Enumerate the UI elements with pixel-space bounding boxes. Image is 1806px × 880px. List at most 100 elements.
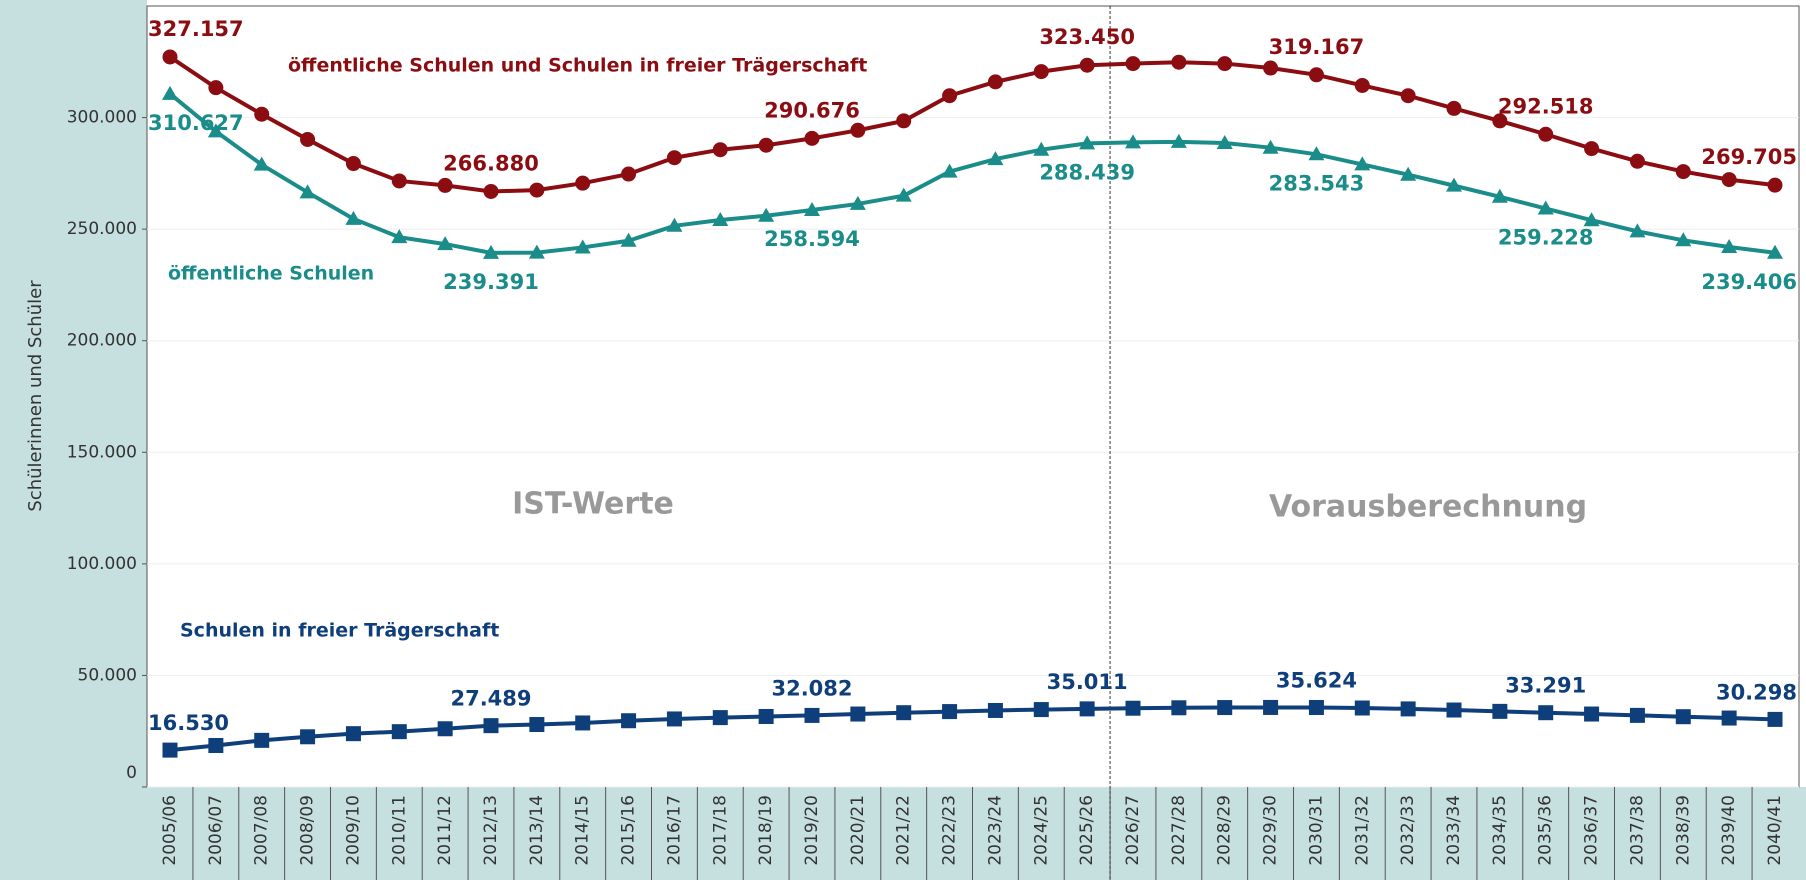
x-tick-label: 2031/32 xyxy=(1352,795,1372,866)
x-tick-label: 2024/25 xyxy=(1031,795,1051,866)
marker xyxy=(1400,701,1416,717)
marker xyxy=(1538,126,1554,142)
marker xyxy=(1721,172,1737,188)
data-label: 16.530 xyxy=(148,711,229,735)
data-label: 30.298 xyxy=(1716,680,1797,704)
marker xyxy=(1308,700,1324,716)
marker xyxy=(666,150,682,166)
marker xyxy=(712,710,728,726)
series-line xyxy=(168,55,1776,194)
marker xyxy=(1583,212,1600,227)
series-label: öffentliche Schulen und Schulen in freie… xyxy=(288,55,867,77)
x-tick-label: 2025/26 xyxy=(1077,795,1097,866)
x-tick-label: 2017/18 xyxy=(710,795,730,866)
marker xyxy=(849,195,866,210)
marker xyxy=(1675,232,1692,247)
x-tick-label: 2016/17 xyxy=(664,795,684,866)
marker xyxy=(1446,100,1462,116)
marker xyxy=(758,207,775,222)
marker xyxy=(804,707,820,723)
marker xyxy=(1767,244,1783,259)
bottom-panel xyxy=(147,787,1806,880)
marker xyxy=(1400,166,1417,181)
marker xyxy=(1721,238,1738,253)
marker xyxy=(1629,707,1645,723)
data-label: 35.011 xyxy=(1047,670,1128,694)
plot-area xyxy=(146,5,1800,788)
marker xyxy=(1675,164,1691,180)
data-label: 266.880 xyxy=(443,151,539,175)
x-tick-label: 2033/34 xyxy=(1444,795,1464,866)
marker xyxy=(1079,135,1096,150)
marker xyxy=(1354,77,1370,93)
marker xyxy=(1079,57,1095,73)
left-panel xyxy=(0,0,147,880)
marker xyxy=(1537,200,1554,215)
data-label: 258.594 xyxy=(764,227,860,251)
x-tick-label: 2034/35 xyxy=(1490,795,1510,866)
marker xyxy=(1171,54,1187,70)
annotation: Vorausberechnung xyxy=(1269,490,1587,525)
data-label: 259.228 xyxy=(1498,226,1594,250)
marker xyxy=(1263,60,1279,76)
marker xyxy=(1629,153,1645,169)
marker xyxy=(437,177,453,193)
data-label: 310.627 xyxy=(148,111,244,135)
marker xyxy=(253,156,270,171)
x-tick-label: 2015/16 xyxy=(619,795,639,866)
data-label: 290.676 xyxy=(764,98,860,122)
marker xyxy=(345,210,362,225)
x-tick-label: 2030/31 xyxy=(1306,795,1326,866)
data-label: 239.391 xyxy=(443,270,539,294)
marker xyxy=(300,131,316,147)
marker xyxy=(300,729,316,745)
x-tick-label: 2009/10 xyxy=(343,795,363,866)
x-tick-label: 2008/09 xyxy=(298,795,318,866)
marker xyxy=(575,715,591,731)
x-tick-label: 2029/30 xyxy=(1261,795,1281,866)
marker xyxy=(162,49,178,65)
data-label: 292.518 xyxy=(1498,94,1594,118)
x-tick-label: 2010/11 xyxy=(389,795,409,866)
x-tick-label: 2012/13 xyxy=(481,795,501,866)
x-tick-label: 2021/22 xyxy=(894,795,914,866)
marker xyxy=(1354,156,1371,171)
data-label: 27.489 xyxy=(450,687,531,711)
marker xyxy=(528,244,545,259)
data-label: 323.450 xyxy=(1039,25,1135,49)
x-tick-label: 2006/07 xyxy=(206,795,226,866)
x-tick-label: 2005/06 xyxy=(160,795,180,866)
x-tick-label: 2035/36 xyxy=(1536,795,1556,866)
y-tick-label: 150.000 xyxy=(67,442,137,462)
marker xyxy=(207,123,224,138)
marker xyxy=(987,151,1004,166)
data-label: 33.291 xyxy=(1505,674,1586,698)
marker xyxy=(345,156,361,172)
marker xyxy=(1354,700,1370,716)
marker xyxy=(850,706,866,722)
marker xyxy=(162,85,178,100)
marker xyxy=(896,113,912,129)
marker xyxy=(804,201,820,216)
x-tick-label: 2037/38 xyxy=(1627,795,1647,866)
marker xyxy=(208,80,224,96)
data-label: 269.705 xyxy=(1701,145,1797,169)
marker xyxy=(1217,56,1233,72)
marker xyxy=(1491,188,1508,203)
marker xyxy=(666,217,683,232)
x-tick-label: 2028/29 xyxy=(1215,795,1235,866)
data-label: 35.624 xyxy=(1276,669,1357,693)
marker xyxy=(1125,56,1141,72)
marker xyxy=(712,211,729,226)
x-tick-label: 2022/23 xyxy=(940,795,960,866)
marker xyxy=(1170,133,1187,148)
x-tick-label: 2026/27 xyxy=(1123,795,1143,866)
marker xyxy=(1446,702,1462,718)
marker xyxy=(437,721,453,737)
marker xyxy=(529,182,545,198)
marker xyxy=(483,718,499,734)
x-tick-label: 2011/12 xyxy=(435,795,455,866)
marker xyxy=(850,122,866,138)
data-label: 319.167 xyxy=(1269,35,1365,59)
x-tick-label: 2019/20 xyxy=(802,795,822,866)
